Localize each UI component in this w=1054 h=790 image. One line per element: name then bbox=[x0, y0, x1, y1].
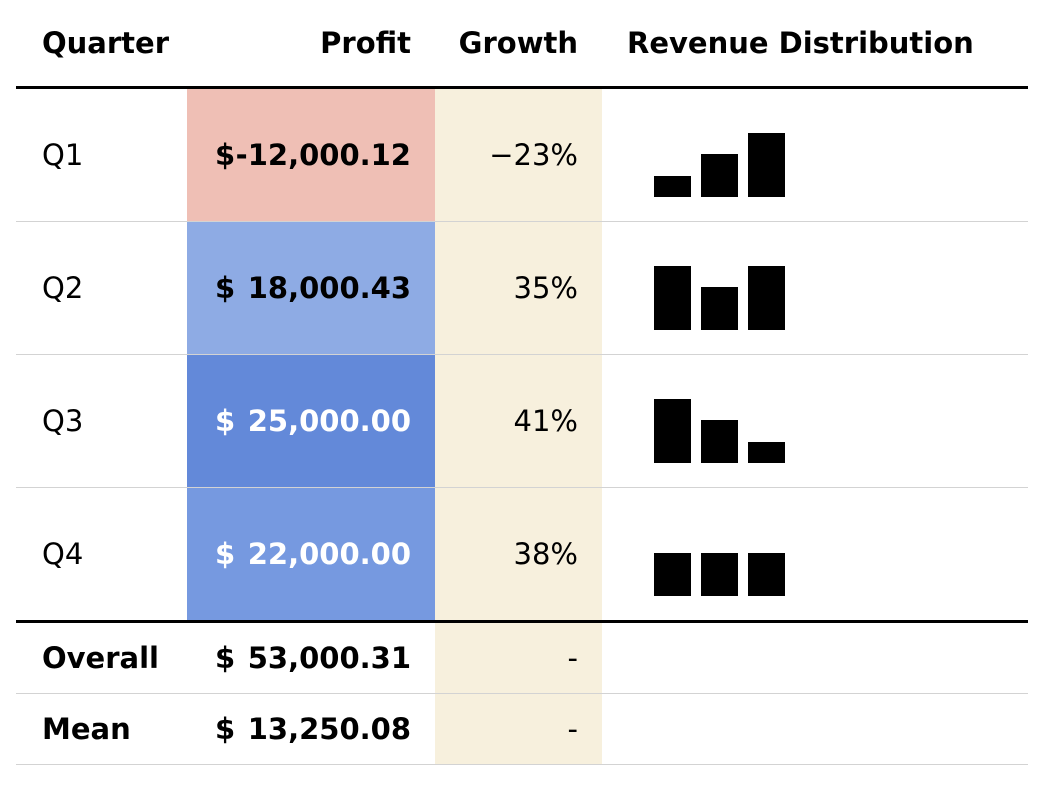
profit-cell: $22,000.00 bbox=[187, 488, 435, 620]
currency-symbol: $ bbox=[215, 712, 236, 746]
currency-symbol: $ bbox=[215, 404, 236, 438]
summary-profit-cell: $53,000.31 bbox=[187, 623, 435, 693]
quarter-cell: Q4 bbox=[42, 537, 84, 571]
revenue-sparkline bbox=[654, 532, 794, 596]
summary-label: Mean bbox=[42, 712, 131, 746]
revenue-bar bbox=[701, 553, 738, 596]
summary-growth-cell: - bbox=[435, 694, 602, 764]
revenue-sparkline bbox=[654, 266, 794, 330]
currency-symbol: $ bbox=[215, 271, 236, 305]
summary-growth: - bbox=[567, 712, 578, 746]
revenue-bar bbox=[748, 266, 785, 330]
table-row: Q1 $ -12,000.12 −23% bbox=[16, 89, 1028, 222]
summary-profit-cell: $13,250.08 bbox=[187, 694, 435, 764]
growth-cell: −23% bbox=[435, 89, 602, 221]
revenue-bar bbox=[654, 175, 691, 197]
currency-symbol: $ bbox=[215, 641, 236, 675]
header-revenue: Revenue Distribution bbox=[627, 26, 974, 60]
growth-value: −23% bbox=[489, 138, 578, 172]
growth-value: 35% bbox=[513, 271, 578, 305]
summary-row: Overall $53,000.31 - bbox=[16, 623, 1028, 694]
revenue-bar bbox=[701, 154, 738, 197]
revenue-bar bbox=[701, 420, 738, 463]
revenue-bar bbox=[654, 553, 691, 596]
growth-cell: 41% bbox=[435, 355, 602, 487]
revenue-bar bbox=[748, 553, 785, 596]
table-header: Quarter Profit Growth Revenue Distributi… bbox=[16, 0, 1028, 89]
profit-table: Quarter Profit Growth Revenue Distributi… bbox=[16, 0, 1028, 765]
revenue-bar bbox=[654, 266, 691, 330]
summary-growth-cell: - bbox=[435, 623, 602, 693]
growth-cell: 38% bbox=[435, 488, 602, 620]
quarter-cell: Q1 bbox=[42, 138, 84, 172]
revenue-bar bbox=[748, 133, 785, 197]
profit-value: -12,000.12 bbox=[235, 138, 411, 172]
header-profit: Profit bbox=[320, 26, 411, 60]
profit-value: 18,000.43 bbox=[247, 271, 411, 305]
currency-symbol: $ bbox=[215, 138, 236, 172]
revenue-sparkline bbox=[654, 133, 794, 197]
currency-symbol: $ bbox=[215, 537, 236, 571]
summary-row: Mean $13,250.08 - bbox=[16, 694, 1028, 765]
header-growth: Growth bbox=[458, 26, 578, 60]
summary-label: Overall bbox=[42, 641, 159, 675]
profit-value: 25,000.00 bbox=[247, 404, 411, 438]
table-row: Q3 $25,000.00 41% bbox=[16, 355, 1028, 488]
revenue-bar bbox=[654, 399, 691, 463]
summary-profit: 53,000.31 bbox=[247, 641, 411, 675]
summary-growth: - bbox=[567, 641, 578, 675]
profit-cell: $ -12,000.12 bbox=[187, 89, 435, 221]
table-row: Q2 $18,000.43 35% bbox=[16, 222, 1028, 355]
quarter-cell: Q3 bbox=[42, 404, 84, 438]
growth-value: 38% bbox=[513, 537, 578, 571]
revenue-bar bbox=[748, 441, 785, 463]
profit-cell: $18,000.43 bbox=[187, 222, 435, 354]
growth-cell: 35% bbox=[435, 222, 602, 354]
header-quarter: Quarter bbox=[42, 26, 170, 60]
table-row: Q4 $22,000.00 38% bbox=[16, 488, 1028, 623]
summary-profit: 13,250.08 bbox=[247, 712, 411, 746]
quarter-cell: Q2 bbox=[42, 271, 84, 305]
profit-value: 22,000.00 bbox=[247, 537, 411, 571]
revenue-sparkline bbox=[654, 399, 794, 463]
growth-value: 41% bbox=[513, 404, 578, 438]
profit-cell: $25,000.00 bbox=[187, 355, 435, 487]
revenue-bar bbox=[701, 287, 738, 330]
